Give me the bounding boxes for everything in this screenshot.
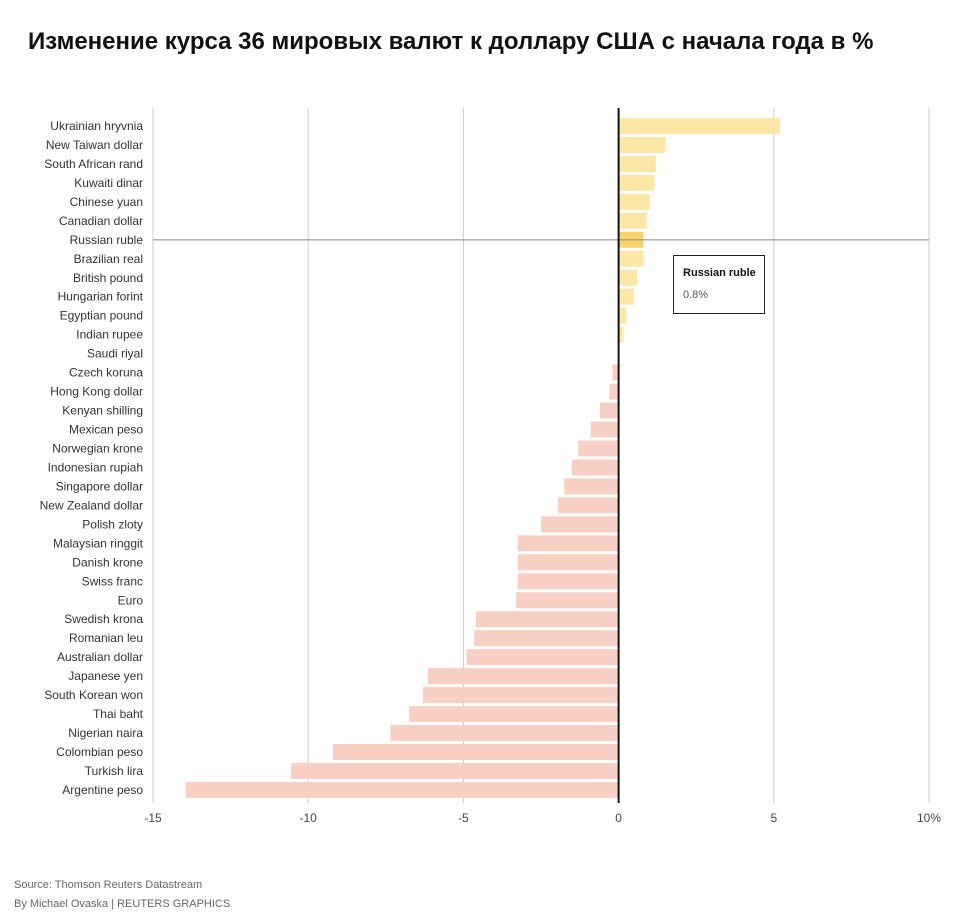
category-label: Swedish krona <box>64 612 143 626</box>
bar[interactable] <box>517 535 619 552</box>
x-tick-label: -15 <box>144 811 162 825</box>
category-label: New Taiwan dollar <box>46 138 143 152</box>
bar[interactable] <box>572 459 619 476</box>
bar[interactable] <box>475 611 619 628</box>
x-axis-ticks: -15 -10 -5 0 5 10% <box>144 811 941 825</box>
category-label: Australian dollar <box>57 650 143 664</box>
bar[interactable] <box>333 744 619 761</box>
category-label: Nigerian naira <box>68 726 143 740</box>
category-label: Colombian peso <box>56 745 143 759</box>
category-label: Argentine peso <box>62 783 143 797</box>
category-label: Brazilian real <box>74 252 143 266</box>
x-tick-label: 5 <box>770 811 777 825</box>
bar[interactable] <box>427 668 619 685</box>
bar[interactable] <box>409 706 619 723</box>
bar[interactable] <box>618 155 656 172</box>
bar[interactable] <box>618 326 624 343</box>
bars <box>185 118 781 798</box>
category-label: New Zealand dollar <box>40 498 143 512</box>
category-label: Mexican peso <box>69 423 143 437</box>
bar[interactable] <box>618 174 655 191</box>
bar[interactable] <box>618 212 647 229</box>
category-label: British pound <box>73 271 143 285</box>
category-label: Chinese yuan <box>70 195 143 209</box>
category-label: Turkish lira <box>85 764 144 778</box>
bar[interactable] <box>517 573 619 590</box>
tooltip-value: 0.8% <box>683 289 709 301</box>
bar[interactable] <box>541 516 619 533</box>
category-label: Singapore dollar <box>56 479 143 493</box>
x-tick-label: -10 <box>300 811 318 825</box>
source-note: Source: Thomson Reuters Datastream <box>14 879 203 891</box>
category-label: Hong Kong dollar <box>50 385 143 399</box>
bar[interactable] <box>618 288 635 305</box>
category-label: Thai baht <box>93 707 144 721</box>
category-label: Romanian leu <box>69 631 143 645</box>
bar[interactable] <box>618 136 666 153</box>
bar[interactable] <box>618 118 781 134</box>
category-label: Swiss franc <box>82 574 143 588</box>
bar[interactable] <box>618 307 627 324</box>
category-labels: Ukrainian hryvnia New Taiwan dollar South … <box>40 119 144 797</box>
category-label: Indonesian rupiah <box>48 460 143 474</box>
bar[interactable] <box>185 781 619 798</box>
category-label: Polish zloty <box>82 517 143 531</box>
x-tick-label: 0 <box>615 811 622 825</box>
bar[interactable] <box>390 725 619 742</box>
tooltip: Russian ruble 0.8% <box>673 255 765 314</box>
category-label: Japanese yen <box>68 669 143 683</box>
bar[interactable] <box>618 193 650 210</box>
bar[interactable] <box>599 402 619 419</box>
bar[interactable] <box>564 478 619 495</box>
bar[interactable] <box>558 497 619 514</box>
category-label: Hungarian forint <box>58 290 144 304</box>
bar[interactable] <box>618 269 638 286</box>
category-label: Ukrainian hryvnia <box>50 119 143 133</box>
category-label: Saudi riyal <box>87 347 143 361</box>
category-label: Euro <box>118 593 144 607</box>
category-label: South Korean won <box>44 688 143 702</box>
category-label: South African rand <box>44 157 143 171</box>
bar[interactable] <box>578 440 619 457</box>
bar[interactable] <box>291 762 619 779</box>
category-label: Indian rupee <box>76 328 143 342</box>
x-tick-label: -5 <box>458 811 469 825</box>
x-tick-label: 10% <box>917 811 941 825</box>
bar[interactable] <box>612 364 619 381</box>
bar[interactable] <box>516 592 619 609</box>
bar[interactable] <box>618 250 644 267</box>
category-label: Russian ruble <box>70 233 144 247</box>
bar[interactable] <box>590 421 619 438</box>
category-label: Czech koruna <box>69 366 143 380</box>
category-label: Egyptian pound <box>60 309 143 323</box>
category-label: Danish krone <box>72 555 143 569</box>
category-label: Norwegian krone <box>52 441 143 455</box>
chart-title: Изменение курса 36 мировых валют к долла… <box>28 28 874 55</box>
bar[interactable] <box>609 383 619 400</box>
highlight-overlay <box>153 108 929 803</box>
credit-note: By Michael Ovaska | REUTERS GRAPHICS <box>14 898 231 910</box>
bar[interactable] <box>474 630 619 647</box>
category-label: Kenyan shilling <box>62 404 143 418</box>
tooltip-name: Russian ruble <box>683 267 756 279</box>
category-label: Kuwaiti dinar <box>74 176 143 190</box>
bar[interactable] <box>423 687 619 704</box>
bar[interactable] <box>517 554 619 571</box>
category-label: Canadian dollar <box>59 214 143 228</box>
category-label: Malaysian ringgit <box>53 536 144 550</box>
bar[interactable] <box>466 649 619 666</box>
